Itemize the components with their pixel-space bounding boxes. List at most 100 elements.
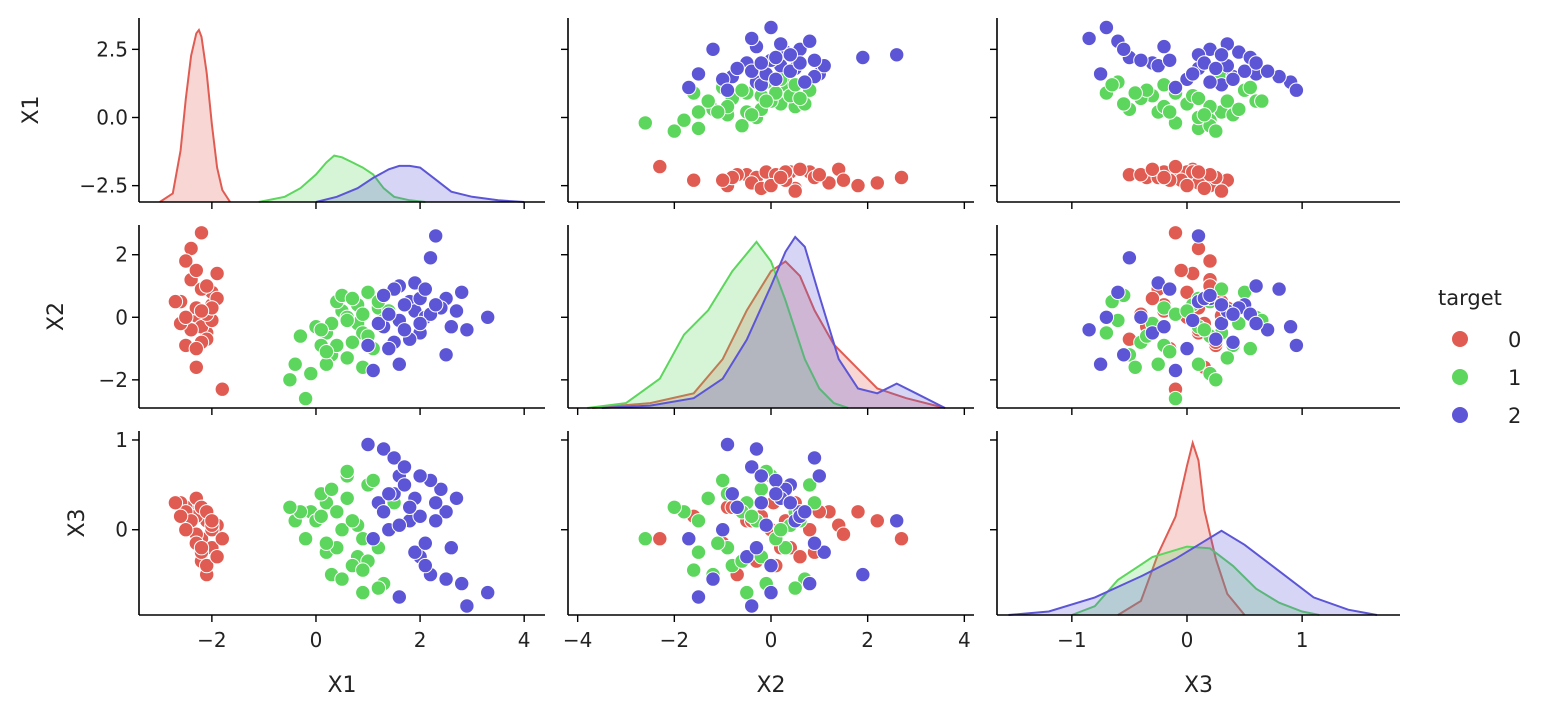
y-tick-label: −2 — [99, 368, 128, 392]
point-X3-X2-target-2-6 — [739, 549, 755, 565]
kde-line-X2-target-0 — [592, 260, 946, 409]
point-X2-X1-target-0-29 — [193, 303, 210, 319]
point-X3-X2-target-2-13 — [763, 584, 779, 601]
y-tick-label: 2 — [115, 243, 128, 267]
x-tick-label: 1 — [1296, 628, 1309, 652]
point-X3-X1-target-2-34 — [412, 468, 428, 484]
y-tick-label: 0.0 — [96, 105, 128, 129]
point-X2-X1-target-2-8 — [454, 284, 470, 300]
x-axis-label-X3: X3 — [1184, 673, 1213, 698]
point-X3-X1-target-0-14 — [214, 531, 231, 547]
kde-line-X1-target-0 — [159, 27, 231, 203]
point-X2-X3-target-1-31 — [1127, 359, 1143, 375]
point-X2-X3-target-0-15 — [1202, 253, 1218, 269]
kde-fill-X1-target-2 — [316, 165, 525, 202]
point-X1-X3-target-1-32 — [1254, 93, 1270, 109]
point-X3-X1-target-2-11 — [396, 477, 413, 493]
point-X3-X1-target-1-13 — [297, 531, 314, 547]
point-X2-X3-target-2-10 — [1190, 228, 1207, 244]
x-tick-label: 0 — [765, 628, 778, 652]
point-X2-X1-target-1-4 — [360, 284, 376, 300]
point-X1-X3-target-0-29 — [1156, 169, 1172, 186]
point-X3-X1-target-2-18 — [402, 499, 418, 515]
point-X2-X1-target-2-33 — [428, 297, 444, 313]
point-X1-X3-target-1-31 — [1127, 85, 1143, 101]
point-X2-X3-target-2-16 — [1271, 281, 1287, 297]
point-X3-X2-target-0-14 — [652, 531, 668, 547]
point-X2-X3-target-2-14 — [1213, 315, 1230, 332]
point-X3-X2-target-2-24 — [816, 544, 832, 560]
point-X3-X1-target-2-30 — [438, 571, 454, 587]
point-X3-X1-target-2-29 — [381, 486, 397, 502]
panel-X3-vs-X2: −4 −2 0 2 4 — [561, 431, 974, 652]
point-X2-X1-target-2-26 — [448, 303, 465, 319]
kde-line-X1-target-1 — [258, 154, 426, 203]
point-X1-X3-target-0-24 — [1179, 177, 1195, 194]
point-X3-X2-target-1-33 — [787, 580, 803, 596]
point-X1-X2-target-0-7 — [686, 172, 702, 188]
point-X3-X2-target-0-11 — [869, 513, 885, 529]
x-axis-label-X1: X1 — [327, 673, 356, 698]
point-X2-X1-target-2-30 — [438, 347, 454, 363]
point-X3-X1-target-0-27 — [204, 513, 220, 529]
point-X3-X1-target-1-11 — [329, 504, 345, 520]
point-X1-X3-target-0-27 — [1190, 164, 1207, 180]
y-tick-label: −2.5 — [79, 174, 128, 198]
point-X2-X1-target-0-28 — [167, 293, 184, 310]
point-X3-X2-target-2-34 — [753, 468, 769, 484]
point-X3-X1-target-1-30 — [313, 508, 329, 524]
kde-fill-X2-target-2 — [601, 237, 945, 408]
point-X2-X1-target-0-3 — [193, 225, 210, 241]
point-X3-X2-target-2-16 — [806, 450, 823, 466]
point-X3-X2-target-2-10 — [889, 513, 905, 529]
point-X2-X3-target-2-3 — [1282, 319, 1299, 335]
point-X2-X3-target-2-19 — [1081, 322, 1097, 338]
kde-line-X2-target-1 — [587, 240, 849, 409]
point-X3-X1-target-2-17 — [412, 508, 428, 524]
legend-label-target-1: 1 — [1508, 366, 1521, 390]
point-X2-X3-target-2-2 — [1121, 250, 1138, 266]
point-X3-X2-target-1-7 — [690, 513, 707, 529]
point-X3-X1-target-1-34 — [318, 535, 335, 551]
legend: target 0 1 2 — [1438, 286, 1521, 428]
point-X3-X1-target-0-24 — [178, 522, 194, 538]
point-X1-X2-target-0-29 — [773, 169, 789, 186]
point-X2-X3-target-2-18 — [1208, 331, 1224, 347]
point-X2-X1-target-0-7 — [188, 359, 205, 375]
point-X1-X2-target-2-25 — [797, 74, 813, 90]
point-X1-X3-target-2-12 — [1133, 52, 1149, 68]
point-X2-X3-target-1-30 — [1196, 322, 1213, 338]
point-X3-X2-target-1-24 — [753, 481, 769, 497]
y-tick-label: 0 — [115, 305, 128, 329]
point-X1-X3-target-0-14 — [1167, 158, 1184, 175]
point-X1-X2-target-1-22 — [700, 93, 716, 109]
point-X3-X2-target-1-22 — [700, 490, 716, 506]
point-X3-X2-target-2-14 — [753, 495, 769, 511]
point-X1-X3-target-1-30 — [1196, 107, 1213, 123]
point-X1-X2-target-2-20 — [681, 79, 697, 96]
point-X1-X2-target-2-31 — [719, 82, 736, 98]
point-X2-X3-target-1-13 — [1167, 390, 1184, 407]
point-X2-X3-target-2-33 — [1213, 297, 1230, 313]
point-X1-X2-target-1-27 — [792, 90, 808, 107]
point-X2-X1-target-2-25 — [375, 287, 392, 304]
point-X3-X2-target-0-10 — [802, 522, 818, 538]
point-X1-X3-target-2-29 — [1225, 71, 1241, 88]
point-X1-X2-target-0-3 — [893, 169, 910, 186]
point-X1-X2-target-1-26 — [666, 123, 682, 139]
x-tick-label: 2 — [414, 628, 427, 652]
point-X2-X3-target-1-18 — [1150, 356, 1166, 372]
point-X3-X2-target-1-16 — [715, 472, 731, 489]
point-X1-X2-target-1-18 — [690, 104, 707, 120]
point-X3-X2-target-2-0 — [724, 486, 740, 502]
point-X2-X3-target-1-22 — [1219, 350, 1236, 366]
point-X3-X1-target-2-19 — [459, 598, 475, 614]
point-X1-X3-target-2-18 — [1208, 60, 1224, 77]
point-X1-X3-target-1-34 — [1162, 104, 1178, 120]
point-X3-X1-target-1-17 — [334, 571, 350, 587]
point-X1-X3-target-2-33 — [1213, 47, 1230, 63]
point-X2-X3-target-2-5 — [1248, 278, 1264, 294]
point-X2-X1-target-1-22 — [339, 350, 355, 366]
point-X3-X2-target-0-23 — [792, 549, 808, 565]
point-X1-X3-target-2-32 — [1092, 66, 1109, 82]
